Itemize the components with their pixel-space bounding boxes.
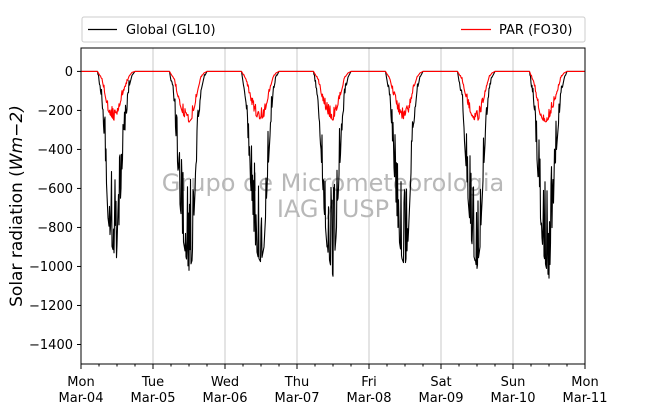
x-tick-label-date: Mar-11	[563, 391, 608, 406]
y-tick-label: −400	[37, 143, 73, 158]
y-axis-title-exponent: −2)	[7, 105, 27, 137]
legend-label-global: Global (GL10)	[126, 23, 216, 38]
x-tick-label-day: Mon	[571, 375, 598, 390]
x-tick-label-day: Sat	[430, 375, 451, 390]
y-axis: 0 −200 −400 −600 −800 −1000 −1200 −1400	[29, 65, 81, 353]
x-tick-label-day: Fri	[361, 375, 377, 390]
legend-frame	[81, 16, 586, 43]
y-axis-title-unit: Wm	[7, 137, 27, 170]
legend-label-par: PAR (FO30)	[499, 23, 572, 38]
y-tick-label: −800	[37, 221, 73, 236]
x-tick-label-day: Mon	[67, 375, 94, 390]
x-tick-label-date: Mar-09	[419, 391, 464, 406]
x-tick-label-date: Mar-04	[59, 391, 104, 406]
y-tick-label: −600	[37, 182, 73, 197]
series-line-par	[80, 70, 586, 123]
y-tick-label: −1200	[29, 299, 73, 314]
y-tick-label: −1000	[29, 260, 73, 275]
y-tick-label: −200	[37, 104, 73, 119]
x-tick-label-date: Mar-05	[131, 391, 176, 406]
y-axis-title-start: Solar radiation (	[7, 170, 27, 307]
x-gridlines	[152, 48, 514, 364]
x-tick-label-date: Mar-07	[275, 391, 320, 406]
y-axis-title: Solar radiation (Wm−2)	[7, 105, 27, 307]
x-tick-label-day: Tue	[141, 375, 164, 390]
x-tick-label-date: Mar-08	[347, 391, 392, 406]
x-tick-label-date: Mar-06	[203, 391, 248, 406]
series-layer	[80, 70, 586, 279]
x-tick-label-day: Thu	[284, 375, 309, 390]
y-tick-label: 0	[65, 65, 73, 80]
x-tick-label-day: Sun	[501, 375, 526, 390]
legend: Global (GL10) PAR (FO30)	[81, 16, 586, 43]
x-axis: MonMar-04TueMar-05WedMar-06ThuMar-07FriM…	[59, 364, 608, 406]
x-tick-label-day: Wed	[211, 375, 239, 390]
y-tick-label: −1400	[29, 338, 73, 353]
x-tick-label-date: Mar-10	[491, 391, 536, 406]
